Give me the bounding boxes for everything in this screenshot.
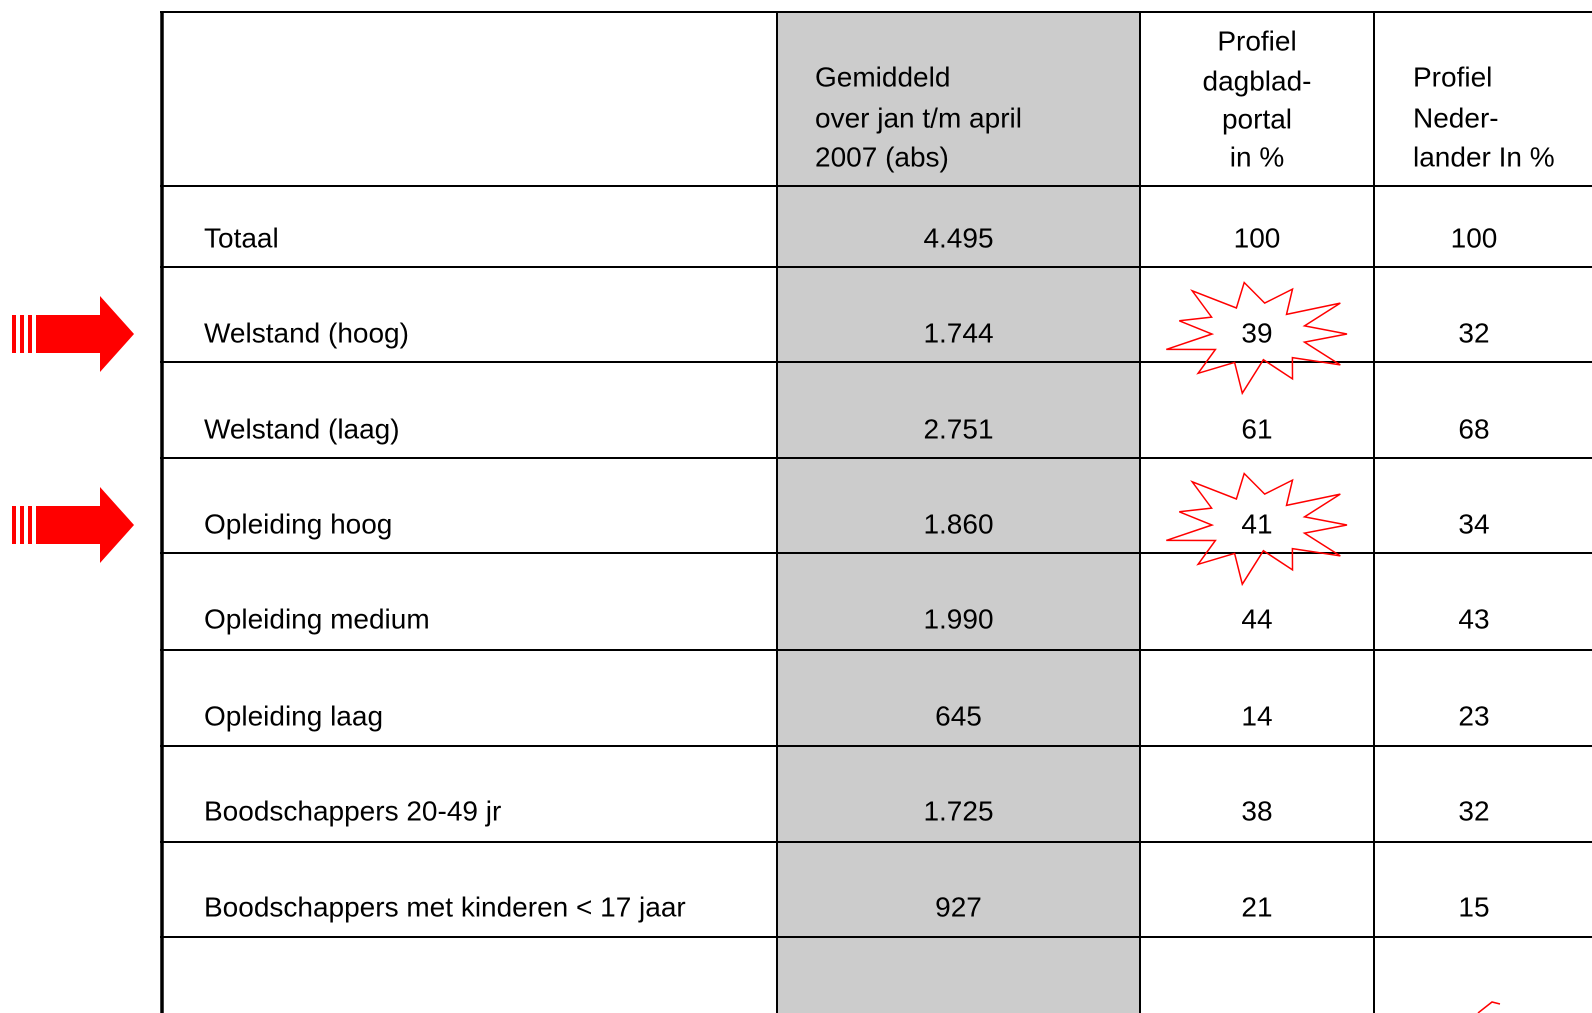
arrow [36, 487, 134, 563]
decorations [12, 281, 1501, 1013]
arrow-stripe [20, 315, 24, 353]
cell-value: 32 [1458, 795, 1489, 826]
header-text: Gemiddeld [815, 61, 950, 92]
header-text: Neder- [1413, 102, 1499, 133]
table-grid [160, 11, 1592, 1013]
arrow-stripe [12, 506, 16, 544]
starburst [1166, 472, 1348, 587]
cell-value: 39 [1241, 317, 1272, 348]
header-text: portal [1222, 103, 1292, 134]
cell-value: 41 [1241, 508, 1272, 539]
cell-value: 1.744 [923, 317, 993, 348]
cell-value: 1.990 [923, 603, 993, 634]
row-label: Opleiding laag [204, 700, 383, 731]
row-label: Opleiding hoog [204, 508, 392, 539]
arrow-stripe [12, 315, 16, 353]
row-label: Opleiding medium [204, 603, 430, 634]
cell-value: 4.495 [923, 222, 993, 253]
starburst [1166, 281, 1348, 396]
arrow-stripe [28, 315, 32, 353]
cell-value: 14 [1241, 700, 1272, 731]
cell-value: 21 [1241, 891, 1272, 922]
cell-value: 44 [1241, 603, 1272, 634]
cell-value: 38 [1241, 795, 1272, 826]
arrow [36, 296, 134, 372]
header-text: over jan t/m april [815, 102, 1022, 133]
header-text: dagblad- [1203, 65, 1312, 96]
row-label: Welstand (laag) [204, 413, 400, 444]
row-label: Totaal [204, 222, 279, 253]
header-text: in % [1230, 141, 1284, 172]
partial-mark [1477, 1001, 1501, 1013]
cell-value: 32 [1458, 317, 1489, 348]
cell-value: 2.751 [923, 413, 993, 444]
table-cells: Gemiddeld over jan t/m april 2007 (abs) Pro… [204, 25, 1555, 922]
header-text: lander In % [1413, 141, 1555, 172]
cell-value: 645 [935, 700, 982, 731]
arrow-stripe [20, 506, 24, 544]
cell-value: 1.860 [923, 508, 993, 539]
cell-value: 100 [1451, 222, 1498, 253]
arrow-stripe [28, 506, 32, 544]
row-label: Boodschappers met kinderen < 17 jaar [204, 891, 686, 922]
cell-value: 23 [1458, 700, 1489, 731]
cell-value: 100 [1234, 222, 1281, 253]
cell-value: 15 [1458, 891, 1489, 922]
row-label: Welstand (hoog) [204, 317, 409, 348]
cell-value: 43 [1458, 603, 1489, 634]
cell-value: 1.725 [923, 795, 993, 826]
header-text: Profiel [1217, 25, 1296, 56]
cell-value: 34 [1458, 508, 1489, 539]
cell-value: 68 [1458, 413, 1489, 444]
header-text: Profiel [1413, 61, 1492, 92]
cell-value: 61 [1241, 413, 1272, 444]
row-label: Boodschappers 20-49 jr [204, 795, 501, 826]
cell-value: 927 [935, 891, 982, 922]
highlight-column [777, 12, 1140, 1013]
header-text: 2007 (abs) [815, 141, 949, 172]
